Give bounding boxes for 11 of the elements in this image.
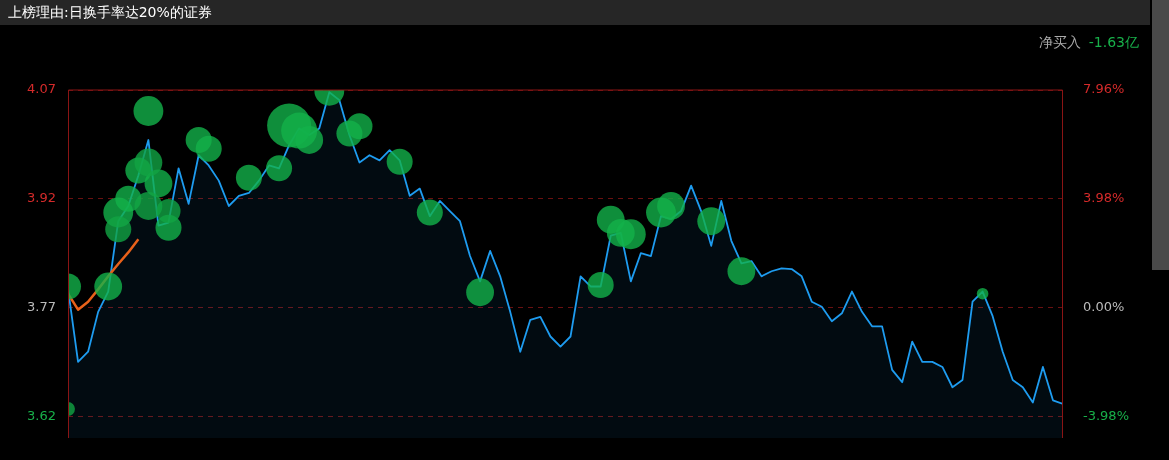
chart-title: 上榜理由:日换手率达20%的证券: [0, 0, 1150, 25]
y-tick-label: 3.77: [27, 298, 56, 314]
text: 净买入: [1038, 34, 1081, 50]
y-tick-label: 3.92: [27, 190, 56, 206]
text: -1.63亿: [1088, 34, 1139, 50]
y2-tick-label: 0.00%: [1083, 298, 1125, 314]
y-tick-label: 3.62: [27, 407, 56, 423]
y-tick-label: 4.07: [27, 81, 56, 97]
y2-tick-label: 7.96%: [1083, 81, 1125, 97]
y2-tick-label: 3.98%: [1083, 190, 1125, 206]
y2-tick-label: -3.98%: [1083, 407, 1129, 423]
